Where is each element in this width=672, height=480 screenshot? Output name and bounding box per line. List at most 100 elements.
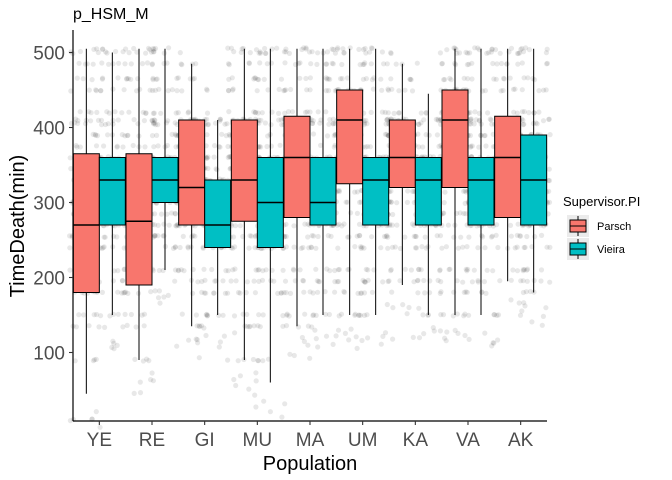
jitter-point xyxy=(526,47,533,53)
jitter-point xyxy=(365,277,371,283)
jitter-point xyxy=(205,165,211,172)
jitter-point xyxy=(444,329,450,335)
jitter-point xyxy=(523,45,529,51)
jitter-point xyxy=(414,60,420,66)
jitter-point xyxy=(233,278,239,284)
jitter-point xyxy=(369,77,375,83)
jitter-point xyxy=(303,75,309,82)
jitter-point xyxy=(283,221,289,227)
jitter-point xyxy=(313,336,319,342)
jitter-point xyxy=(262,50,268,56)
jitter-point xyxy=(520,278,526,284)
jitter-point xyxy=(72,358,78,364)
jitter-point xyxy=(393,61,399,67)
jitter-point xyxy=(488,49,494,55)
jitter-point xyxy=(336,221,342,227)
jitter-point xyxy=(360,277,366,283)
jitter-point xyxy=(254,88,260,94)
jitter-point xyxy=(225,143,231,150)
jitter-point xyxy=(464,289,470,295)
jitter-point xyxy=(427,290,433,296)
jitter-point xyxy=(230,245,236,251)
jitter-point xyxy=(337,76,344,82)
jitter-point xyxy=(131,45,137,52)
jitter-point xyxy=(165,88,171,94)
jitter-point xyxy=(458,234,464,240)
jitter-point xyxy=(149,62,155,68)
jitter-point xyxy=(497,50,503,56)
jitter-point xyxy=(482,132,488,139)
jitter-point xyxy=(310,290,316,296)
jitter-point xyxy=(408,77,414,83)
jitter-point xyxy=(173,110,179,116)
jitter-point xyxy=(256,77,262,83)
jitter-point xyxy=(330,341,336,347)
jitter-point xyxy=(413,233,419,239)
jitter-point xyxy=(382,131,388,137)
jitter-point xyxy=(134,49,140,55)
jitter-point xyxy=(122,311,128,317)
jitter-point xyxy=(141,311,148,317)
jitter-point xyxy=(258,144,264,150)
jitter-point xyxy=(165,118,171,124)
jitter-point xyxy=(178,61,184,67)
jitter-point xyxy=(173,132,179,138)
jitter-point xyxy=(469,143,475,149)
jitter-point xyxy=(80,76,86,82)
jitter-point xyxy=(276,110,282,116)
jitter-point xyxy=(324,76,330,82)
jitter-point xyxy=(315,50,321,56)
jitter-point xyxy=(251,278,257,284)
y-axis-title: TimeDeath(min) xyxy=(7,155,29,298)
jitter-point xyxy=(492,47,499,53)
jitter-point xyxy=(157,300,163,306)
jitter-point xyxy=(435,277,441,283)
jitter-point xyxy=(360,61,366,68)
jitter-point xyxy=(388,199,394,205)
jitter-point xyxy=(128,61,134,67)
jitter-point xyxy=(277,142,283,148)
jitter-point xyxy=(482,88,488,94)
jitter-point xyxy=(156,267,162,274)
jitter-point xyxy=(310,131,317,137)
jitter-point xyxy=(362,279,368,285)
jitter-point xyxy=(97,424,103,430)
jitter-point xyxy=(438,279,444,285)
jitter-point xyxy=(360,76,366,82)
jitter-point xyxy=(309,49,315,55)
jitter-point xyxy=(339,76,345,82)
jitter-point xyxy=(230,234,237,240)
jitter-point xyxy=(137,390,144,396)
box-vieira-re xyxy=(151,48,179,270)
jitter-point xyxy=(115,75,121,81)
jitter-point xyxy=(407,76,413,82)
jitter-point xyxy=(193,336,199,342)
jitter-point xyxy=(308,244,315,251)
jitter-point xyxy=(252,392,258,398)
box-parsch-re xyxy=(125,48,153,360)
jitter-point xyxy=(111,340,117,346)
jitter-point xyxy=(239,46,245,52)
jitter-point xyxy=(356,46,362,53)
jitter-point xyxy=(519,109,526,115)
jitter-point xyxy=(212,278,218,284)
jitter-point xyxy=(115,268,121,274)
jitter-point xyxy=(490,268,496,274)
jitter-point xyxy=(204,86,210,92)
jitter-point xyxy=(281,49,287,55)
jitter-point xyxy=(522,244,528,250)
jitter-point xyxy=(407,76,413,82)
jitter-point xyxy=(460,279,466,285)
x-tick-label: YE xyxy=(87,430,112,451)
jitter-point xyxy=(106,110,112,116)
jitter-point xyxy=(467,50,473,56)
jitter-point xyxy=(415,290,421,296)
box-body xyxy=(309,157,337,226)
jitter-point xyxy=(468,116,474,122)
jitter-point xyxy=(493,232,499,238)
jitter-point xyxy=(367,49,373,55)
jitter-point xyxy=(190,290,196,296)
jitter-point xyxy=(280,267,286,273)
jitter-point xyxy=(226,62,232,68)
jitter-point xyxy=(313,312,319,318)
